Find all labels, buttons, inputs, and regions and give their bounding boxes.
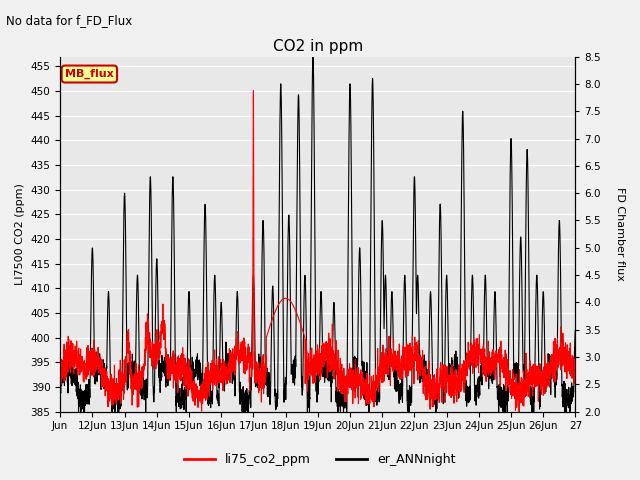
Title: CO2 in ppm: CO2 in ppm [273, 39, 363, 54]
Y-axis label: LI7500 CO2 (ppm): LI7500 CO2 (ppm) [15, 183, 25, 285]
Y-axis label: FD Chamber flux: FD Chamber flux [615, 187, 625, 281]
Text: MB_flux: MB_flux [65, 69, 114, 79]
Text: No data for f_FD_Flux: No data for f_FD_Flux [6, 14, 132, 27]
Legend: li75_co2_ppm, er_ANNnight: li75_co2_ppm, er_ANNnight [179, 448, 461, 471]
